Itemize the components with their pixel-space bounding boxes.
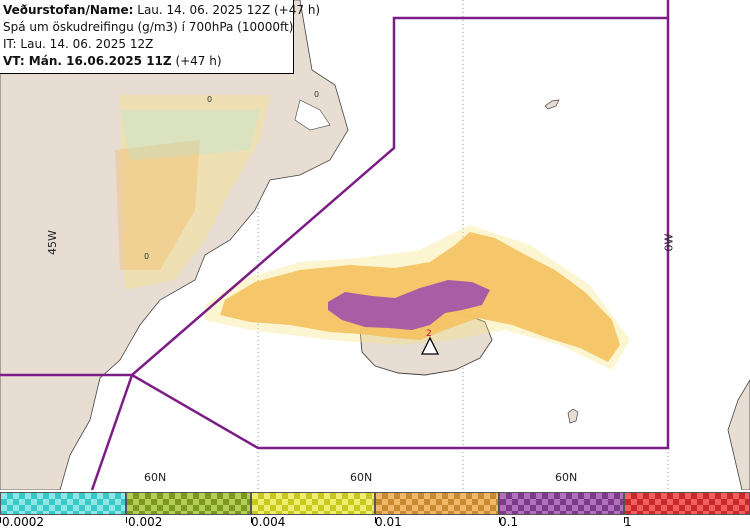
- jan-mayen-island: [544, 99, 560, 110]
- legend-tick-6: [624, 517, 625, 523]
- ash-plume-purple: [328, 280, 490, 330]
- info-line-product: Spá um öskudreifingu (g/m3) í 700hPa (10…: [3, 20, 294, 34]
- greenland-landmass: [0, 0, 349, 490]
- legend-label-6: 1: [624, 515, 632, 529]
- info-line-issue-time: IT: Lau. 14. 06. 2025 12Z: [3, 37, 154, 51]
- forecast-info-box: Veðurstofan/Name: Lau. 14. 06. 2025 12Z …: [0, 0, 320, 74]
- legend-tick-5: [499, 517, 500, 523]
- producer-label: Veðurstofan/Name:: [3, 3, 134, 17]
- legend-tick-4: [375, 517, 376, 523]
- legend-label-2: 0.002: [128, 515, 163, 529]
- legend-swatch-5: [499, 492, 624, 515]
- volcano-symbol[interactable]: [420, 336, 440, 355]
- legend-tick-1: [0, 517, 1, 523]
- greenland-marker-c: 0: [144, 252, 149, 261]
- legend-label-4: 0.01: [375, 515, 402, 529]
- ash-forecast-map[interactable]: 2 0 0 0: [0, 0, 750, 490]
- latitude-label-3: 60N: [555, 471, 578, 484]
- latitude-label-1: 60N: [144, 471, 167, 484]
- valid-time-label: VT: Mán. 16.06.2025 11Z: [3, 54, 172, 68]
- greenland-marker-b: 0: [314, 90, 319, 99]
- longitude-label-0w: 0W: [662, 233, 676, 252]
- legend-swatch-1: [0, 492, 126, 515]
- valid-time-offset: (+47 h): [175, 54, 222, 68]
- greenland-ash-speckle: [115, 95, 270, 290]
- greenland-fjord: [294, 99, 331, 131]
- greenland-marker-a: 0: [207, 95, 212, 104]
- legend-label-5: 0.1: [499, 515, 519, 529]
- legend-swatch-2: [126, 492, 251, 515]
- faroe-islands: [567, 408, 579, 424]
- legend-label-1: 0.0002: [2, 515, 44, 529]
- legend-tick-2: [126, 517, 127, 523]
- concentration-legend: 0.0002 0.002 0.004 0.01 0.1 1: [0, 490, 750, 532]
- legend-tick-3: [251, 517, 252, 523]
- norway-coast: [727, 379, 750, 490]
- legend-label-3: 0.004: [251, 515, 286, 529]
- legend-swatch-3: [251, 492, 375, 515]
- producer-value: Lau. 14. 06. 2025 12Z (+47 h): [137, 3, 321, 17]
- volcano-label: 2: [426, 329, 432, 339]
- fir-boundary: [0, 0, 670, 490]
- latitude-label-2: 60N: [350, 471, 373, 484]
- info-line-valid-time: VT: Mán. 16.06.2025 11Z (+47 h): [3, 53, 293, 70]
- info-line-producer: Veðurstofan/Name: Lau. 14. 06. 2025 12Z …: [3, 2, 320, 19]
- legend-swatch-6: [624, 492, 750, 515]
- legend-swatch-4: [375, 492, 499, 515]
- longitude-label-45w: 45W: [45, 230, 59, 255]
